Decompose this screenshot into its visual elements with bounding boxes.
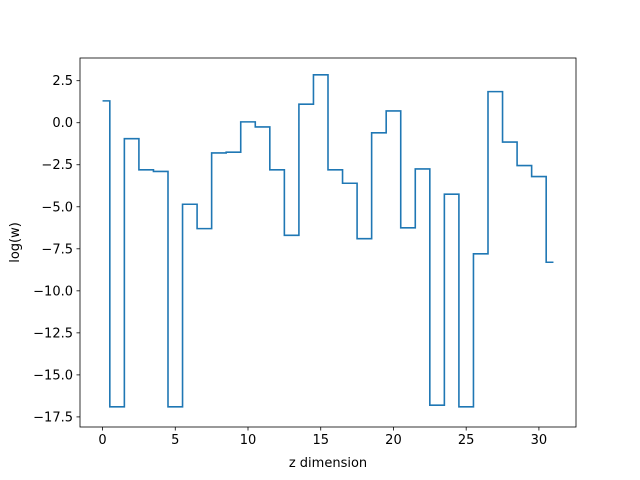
plot-frame [79,57,577,428]
y-tick-label: −7.5 [41,242,73,257]
x-tick-label: 5 [171,433,179,448]
y-tick-label: −17.5 [33,410,73,425]
y-tick-label: 2.5 [52,74,73,89]
y-tick-label: −12.5 [33,326,73,341]
x-axis-ticks: 0 5 10 15 20 25 30 [98,427,547,448]
y-tick-label: 0.0 [52,116,73,131]
y-tick-label: −5.0 [41,200,73,215]
y-tick-label: −15.0 [33,368,73,383]
y-axis-ticks: 2.5 0.0 −2.5 −5.0 −7.5 −10.0 −12.5 −15.0 −17.5 [33,74,80,425]
x-tick-label: 30 [531,433,548,448]
x-tick-label: 20 [385,433,402,448]
x-tick-label: 15 [312,433,329,448]
x-tick-label: 25 [458,433,475,448]
x-tick-label: 0 [98,433,106,448]
series-line [102,74,554,408]
series-layer [102,74,554,408]
y-axis-label: log(w) [8,222,23,263]
y-tick-label: −10.0 [33,284,73,299]
y-tick-label: −2.5 [41,158,73,173]
x-axis-label: z dimension [289,456,367,471]
x-tick-label: 10 [240,433,257,448]
